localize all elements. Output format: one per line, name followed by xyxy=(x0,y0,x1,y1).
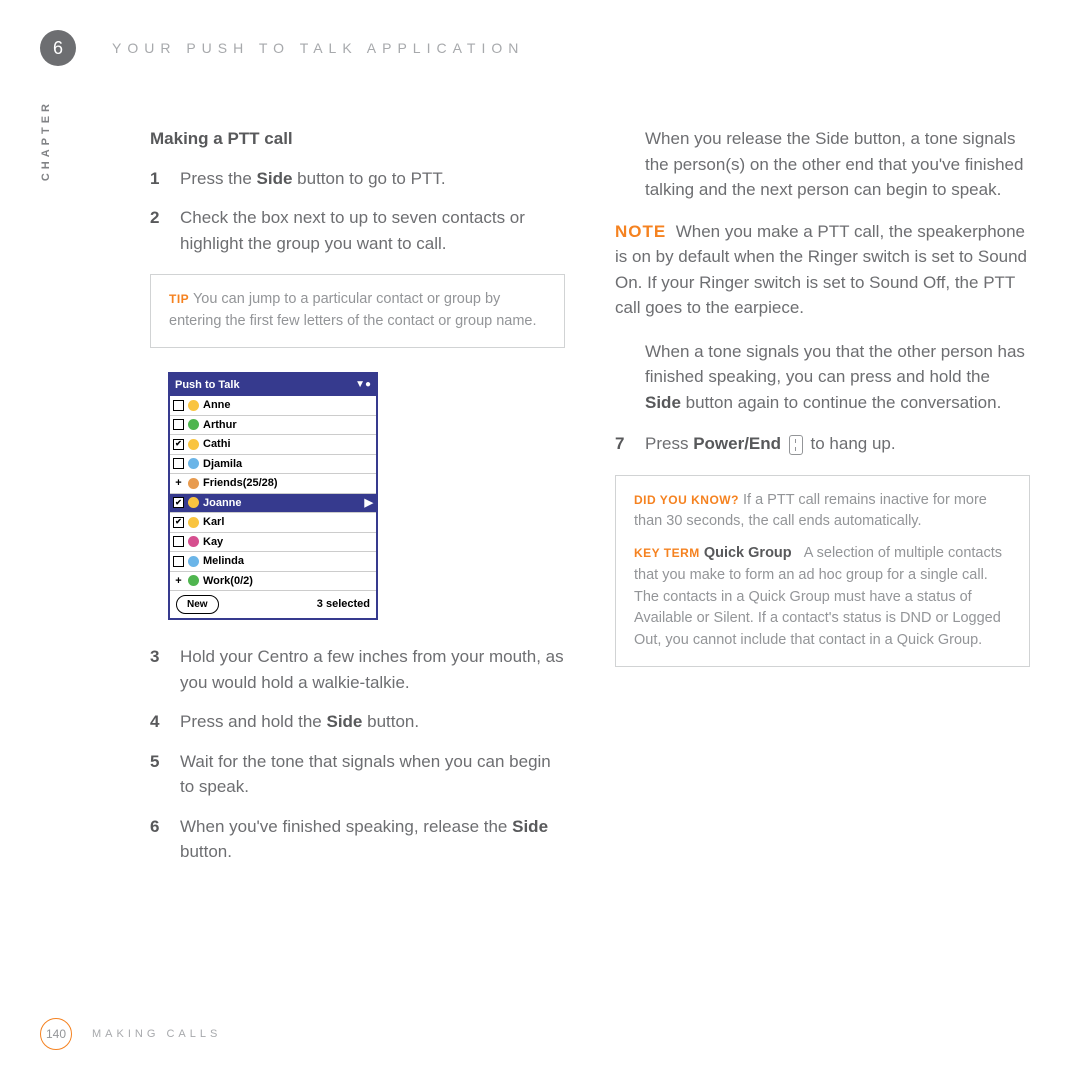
section-title: Making a PTT call xyxy=(150,126,565,152)
step-3: 3 Hold your Centro a few inches from you… xyxy=(150,644,565,695)
step-text: Press the Side button to go to PTT. xyxy=(180,166,565,192)
step-number: 5 xyxy=(150,749,180,800)
step-text: Press and hold the Side button. xyxy=(180,709,565,735)
step-number: 3 xyxy=(150,644,180,695)
page-number: 140 xyxy=(40,1018,72,1050)
ptt-row: +Friends(25/28) xyxy=(170,474,376,494)
page-header: 6 YOUR PUSH TO TALK APPLICATION xyxy=(0,0,1080,86)
right-column: When you release the Side button, a tone… xyxy=(615,126,1030,879)
step-text: Wait for the tone that signals when you … xyxy=(180,749,565,800)
ptt-screenshot: Push to Talk ▼● AnneArthur✔CathiDjamila+… xyxy=(168,372,378,621)
ptt-row: Kay xyxy=(170,533,376,553)
chapter-number-circle: 6 xyxy=(40,30,76,66)
content-columns: Making a PTT call 1 Press the Side butto… xyxy=(0,86,1080,879)
left-column: Making a PTT call 1 Press the Side butto… xyxy=(150,126,565,879)
ptt-window-titlebar: Push to Talk ▼● xyxy=(170,374,376,397)
step-number: 4 xyxy=(150,709,180,735)
step-text: Check the box next to up to seven contac… xyxy=(180,205,565,256)
ptt-row: Melinda xyxy=(170,552,376,572)
ptt-row: ✔Joanne▶ xyxy=(170,494,376,514)
tip-callout: TIP You can jump to a particular contact… xyxy=(150,274,565,348)
step-6-continued: When you release the Side button, a tone… xyxy=(615,126,1030,203)
step-number: 7 xyxy=(615,431,645,457)
page-footer: 140 MAKING CALLS xyxy=(40,1018,221,1050)
step-text: Press Power/End to hang up. xyxy=(645,431,1030,457)
dyk-label: DID YOU KNOW? xyxy=(634,493,739,507)
ptt-title: Push to Talk xyxy=(175,377,240,394)
ptt-row: Arthur xyxy=(170,416,376,436)
ptt-row: ✔Cathi xyxy=(170,435,376,455)
power-end-icon xyxy=(789,435,803,455)
keyterm-term: Quick Group xyxy=(704,545,792,561)
step-number: 2 xyxy=(150,205,180,256)
note-paragraph: NOTE When you make a PTT call, the speak… xyxy=(615,219,1030,321)
keyterm-text: A selection of multiple contacts that yo… xyxy=(634,545,1002,648)
step-text: When you've finished speaking, release t… xyxy=(180,814,565,865)
info-callout: DID YOU KNOW? If a PTT call remains inac… xyxy=(615,475,1030,667)
new-button: New xyxy=(176,595,219,614)
keyterm-label: KEY TERM xyxy=(634,546,700,560)
dropdown-icon: ▼● xyxy=(355,377,371,392)
step-7: 7 Press Power/End to hang up. xyxy=(615,431,1030,457)
step-1: 1 Press the Side button to go to PTT. xyxy=(150,166,565,192)
tip-label: TIP xyxy=(169,292,189,306)
note-text: When you make a PTT call, the speakerpho… xyxy=(615,222,1027,318)
step-number: 6 xyxy=(150,814,180,865)
step-number: 1 xyxy=(150,166,180,192)
step-6: 6 When you've finished speaking, release… xyxy=(150,814,565,865)
ptt-row: +Work(0/2) xyxy=(170,572,376,592)
step-5: 5 Wait for the tone that signals when yo… xyxy=(150,749,565,800)
selected-count: 3 selected xyxy=(317,596,370,613)
step-text: Hold your Centro a few inches from your … xyxy=(180,644,565,695)
tone-continued: When a tone signals you that the other p… xyxy=(615,339,1030,416)
ptt-row: ✔Karl xyxy=(170,513,376,533)
step-4: 4 Press and hold the Side button. xyxy=(150,709,565,735)
step-2: 2 Check the box next to up to seven cont… xyxy=(150,205,565,256)
ptt-row: Djamila xyxy=(170,455,376,475)
tip-text: You can jump to a particular contact or … xyxy=(169,291,537,329)
chapter-vertical-label: CHAPTER xyxy=(40,100,52,181)
header-title: YOUR PUSH TO TALK APPLICATION xyxy=(112,40,524,56)
note-label: NOTE xyxy=(615,222,666,241)
footer-text: MAKING CALLS xyxy=(92,1028,221,1040)
ptt-row: Anne xyxy=(170,396,376,416)
ptt-footer: New 3 selected xyxy=(170,591,376,618)
ptt-contact-list: AnneArthur✔CathiDjamila+Friends(25/28)✔J… xyxy=(170,396,376,591)
